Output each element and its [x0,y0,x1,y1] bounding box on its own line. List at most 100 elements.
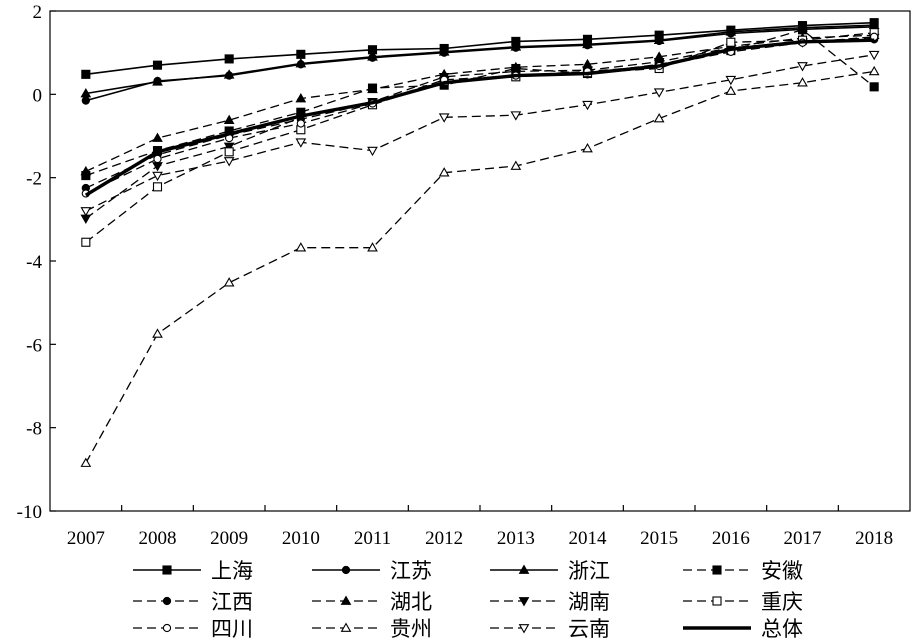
series-line [85,37,875,220]
point-marker-circle [296,119,305,128]
point-marker-square [712,565,722,575]
point-marker-triangle [152,328,163,338]
point-marker-square [726,37,736,47]
point-marker-triangle [295,57,307,68]
legend-item: 云南 [490,617,610,641]
point-marker-triangle-down [223,142,235,152]
series-1 [81,22,879,105]
x-tick-label: 2010 [282,528,320,549]
y-tick-labels: 2 0 -2 -4 -6 -8 -10 [17,2,43,523]
point-marker-triangle [510,160,522,170]
legend-label: 浙江 [568,559,610,583]
point-marker-circle [341,565,351,575]
point-marker-triangle [582,142,593,153]
series-11 [84,38,875,197]
y-tick-label: -2 [26,169,42,190]
series-line [85,26,875,102]
series-8 [81,32,879,198]
point-marker-triangle-down [518,597,530,607]
point-marker-triangle [518,564,530,574]
legend-item: 总体 [683,617,803,641]
point-marker-triangle [725,85,737,95]
y-tick-label: -10 [17,502,42,523]
legend-item: 上海 [133,559,253,583]
point-marker-square [296,49,306,59]
point-marker-triangle-down [797,62,808,72]
point-marker-triangle-down [223,157,235,167]
legend-label: 重庆 [761,590,803,614]
x-tick-label: 2014 [569,528,608,549]
y-tick-label: -6 [26,335,42,356]
y-tick-label: -4 [26,252,42,273]
legend-item: 江西 [133,590,253,614]
point-marker-triangle [582,38,593,49]
point-marker-square [712,596,722,606]
point-marker-triangle-down [518,624,530,634]
y-tick-label: -8 [26,419,42,440]
point-marker-circle [162,596,172,606]
point-marker-square [224,54,234,64]
point-marker-triangle [295,92,307,103]
point-marker-triangle [80,165,92,176]
axes [49,10,911,512]
point-marker-triangle [223,277,235,287]
point-marker-square [81,69,91,79]
series-line [85,29,875,177]
point-marker-square [81,237,91,247]
series-line [84,38,875,197]
x-tick-label: 2012 [425,528,463,549]
x-tick-label: 2015 [640,528,678,549]
series-4 [81,35,879,193]
point-marker-circle [162,623,172,633]
x-tick-label: 2011 [354,528,391,549]
legend-label: 贵州 [390,617,432,641]
point-marker-triangle [653,34,665,45]
point-marker-triangle [152,76,163,86]
point-marker-triangle [152,132,163,142]
point-marker-triangle [295,242,307,252]
legend-item: 四川 [133,617,253,641]
legend-item: 江苏 [312,559,432,583]
point-marker-circle [81,96,90,105]
x-tick-labels: 2007 2008 2009 2010 2011 2012 2013 2014 2015 2016… [67,528,893,549]
y-tick-label: 2 [33,2,43,23]
x-tick-label: 2016 [712,528,750,549]
legend-item: 重庆 [683,590,803,614]
plot-frame [49,10,911,512]
point-marker-triangle-down [510,111,522,121]
point-marker-circle [153,154,162,164]
legend-label: 江苏 [390,559,432,583]
series-line [85,54,875,212]
legend-label: 总体 [761,617,803,641]
x-tick-label: 2013 [497,528,535,549]
series-6 [80,33,880,225]
legend-label: 四川 [211,617,253,641]
point-marker-triangle-down [152,162,163,172]
point-marker-triangle [510,41,522,51]
point-marker-triangle [725,26,737,36]
point-marker-triangle [340,622,352,632]
point-marker-triangle-down [80,207,92,217]
point-marker-triangle [223,114,235,125]
series-line [85,34,875,172]
point-marker-triangle [223,69,235,79]
x-tick-label: 2018 [855,528,893,549]
point-marker-triangle-down [295,138,307,148]
series-line [85,32,875,243]
point-marker-triangle [797,77,808,87]
point-marker-triangle [367,242,378,252]
point-marker-square [152,182,163,192]
point-marker-triangle [438,46,450,56]
point-marker-triangle-down [582,100,593,111]
point-marker-triangle [367,83,378,94]
point-marker-triangle-down [653,88,665,98]
point-marker-triangle [438,167,450,177]
series-lines [80,18,880,467]
point-marker-triangle [868,65,880,76]
point-marker-square [797,25,808,35]
x-tick-label: 2008 [139,528,177,549]
legend-label: 安徽 [761,559,803,583]
series-10 [80,50,880,217]
